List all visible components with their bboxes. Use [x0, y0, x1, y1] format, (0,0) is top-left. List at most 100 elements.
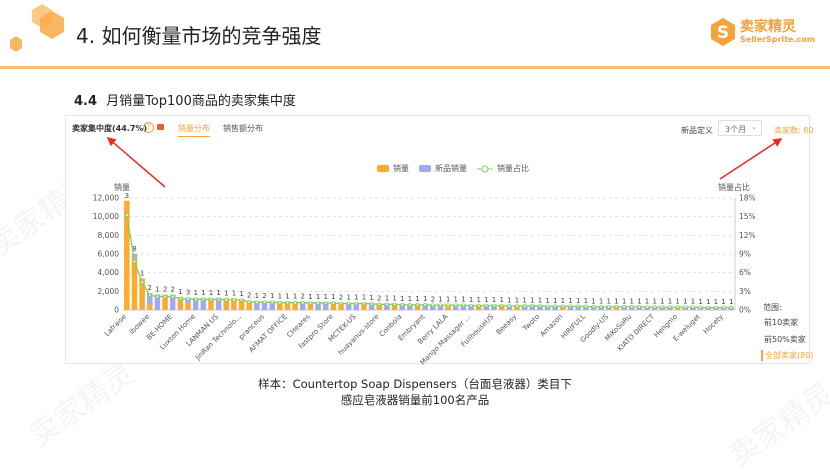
seller-concentration-panel — [65, 115, 810, 364]
share-point — [308, 301, 313, 305]
product-count-label: 1 — [193, 289, 197, 297]
tab-sales-distribution[interactable]: 销量分布 — [178, 123, 210, 137]
product-count-label: 1 — [591, 297, 595, 305]
share-point — [446, 303, 450, 307]
video-camera-icon[interactable] — [157, 124, 164, 130]
product-count-label: 1 — [469, 296, 473, 304]
share-point — [262, 300, 267, 305]
new-definition-value: 3个月 — [725, 125, 747, 134]
share-point — [515, 304, 519, 308]
product-count-label: 1 — [323, 293, 327, 301]
share-point — [331, 301, 336, 305]
share-point — [637, 304, 642, 309]
product-count-label: 1 — [561, 297, 565, 305]
share-point — [545, 304, 550, 309]
product-count-label: 1 — [706, 298, 710, 306]
share-point — [561, 304, 565, 309]
legend-share[interactable]: 销量占比 — [497, 164, 529, 173]
product-count-label: 1 — [499, 296, 503, 304]
product-count-label: 1 — [691, 298, 695, 306]
share-point — [392, 302, 397, 307]
share-point — [591, 304, 596, 309]
new-definition-select[interactable]: 3个月 ⌄ — [718, 120, 762, 136]
share-point — [408, 302, 412, 307]
y-tick-label: 10,000 — [93, 212, 119, 221]
share-point — [155, 294, 160, 299]
share-point — [476, 303, 481, 308]
bar-sales — [361, 302, 367, 310]
product-count-label: 1 — [614, 297, 618, 305]
y-tick-label: 4,000 — [98, 268, 120, 277]
legend-sales[interactable]: 销量 — [393, 164, 409, 173]
y2-tick-label: 15% — [739, 212, 756, 221]
product-count-label: 1 — [538, 296, 542, 304]
product-count-label: 1 — [316, 293, 320, 301]
product-count-label: 1 — [140, 269, 144, 277]
share-point — [668, 305, 672, 309]
range-top10[interactable]: 前10卖家 — [764, 318, 799, 327]
product-count-label: 1 — [285, 293, 289, 301]
share-point — [423, 302, 427, 307]
bar-new-sales — [147, 293, 153, 305]
share-point — [415, 302, 420, 307]
product-count-label: 2 — [148, 284, 152, 292]
bar-sales — [277, 301, 283, 310]
share-point — [385, 302, 389, 307]
product-count-label: 1 — [530, 296, 534, 304]
legend-swatch-share — [477, 165, 493, 172]
range-top50pct[interactable]: 前50%卖家 — [764, 335, 806, 344]
share-point — [346, 301, 351, 306]
share-point — [622, 304, 626, 309]
range-all[interactable]: 全部卖家(80) — [761, 350, 813, 361]
product-count-label: 1 — [216, 289, 220, 297]
product-count-label: 1 — [461, 295, 465, 303]
share-point — [362, 301, 366, 306]
chevron-down-icon: ⌄ — [751, 123, 757, 131]
share-point — [140, 280, 144, 285]
bar-sales — [139, 278, 145, 310]
share-point — [300, 300, 305, 305]
share-point — [721, 305, 726, 310]
legend-new-sales[interactable]: 新品销量 — [435, 164, 467, 173]
share-point — [652, 305, 657, 309]
product-count-label: 1 — [607, 297, 611, 305]
product-count-label: 1 — [155, 286, 159, 294]
bar-sales — [284, 301, 291, 310]
bar-sales — [246, 300, 252, 310]
bar-sales — [124, 200, 130, 310]
share-point — [193, 297, 198, 302]
tab-revenue-distribution[interactable]: 销售额分布 — [223, 124, 263, 133]
product-count-label: 1 — [622, 297, 626, 305]
product-count-label: 1 — [568, 297, 572, 305]
y2-tick-label: 3% — [739, 287, 751, 296]
share-point — [232, 298, 236, 302]
product-count-label: 1 — [652, 298, 656, 306]
y-tick-label: 8,000 — [98, 231, 120, 240]
product-count-label: 1 — [232, 289, 236, 297]
product-count-label: 1 — [178, 288, 182, 296]
share-point — [170, 294, 175, 299]
product-count-label: 1 — [576, 297, 580, 305]
bar-sales — [208, 297, 214, 310]
share-point — [178, 296, 183, 301]
share-point — [698, 305, 703, 310]
product-count-label: 1 — [224, 289, 228, 297]
share-point — [522, 304, 527, 308]
range-title: 范围: — [763, 303, 782, 312]
share-point — [224, 298, 229, 302]
share-point — [316, 301, 320, 305]
share-point — [270, 300, 274, 305]
share-point — [369, 302, 374, 306]
share-point — [492, 303, 496, 308]
bar-new-sales — [422, 303, 428, 310]
bar-new-sales — [384, 303, 390, 310]
product-count-label: 1 — [714, 298, 718, 306]
product-count-label: 1 — [209, 289, 213, 297]
question-circle-icon[interactable]: ? — [143, 122, 154, 133]
legend-swatch-sales — [377, 165, 389, 172]
product-count-label: 1 — [354, 294, 358, 302]
bar-sales — [231, 298, 237, 310]
bar-sales — [475, 304, 482, 310]
share-point — [377, 302, 382, 307]
bar-sales — [330, 302, 337, 310]
